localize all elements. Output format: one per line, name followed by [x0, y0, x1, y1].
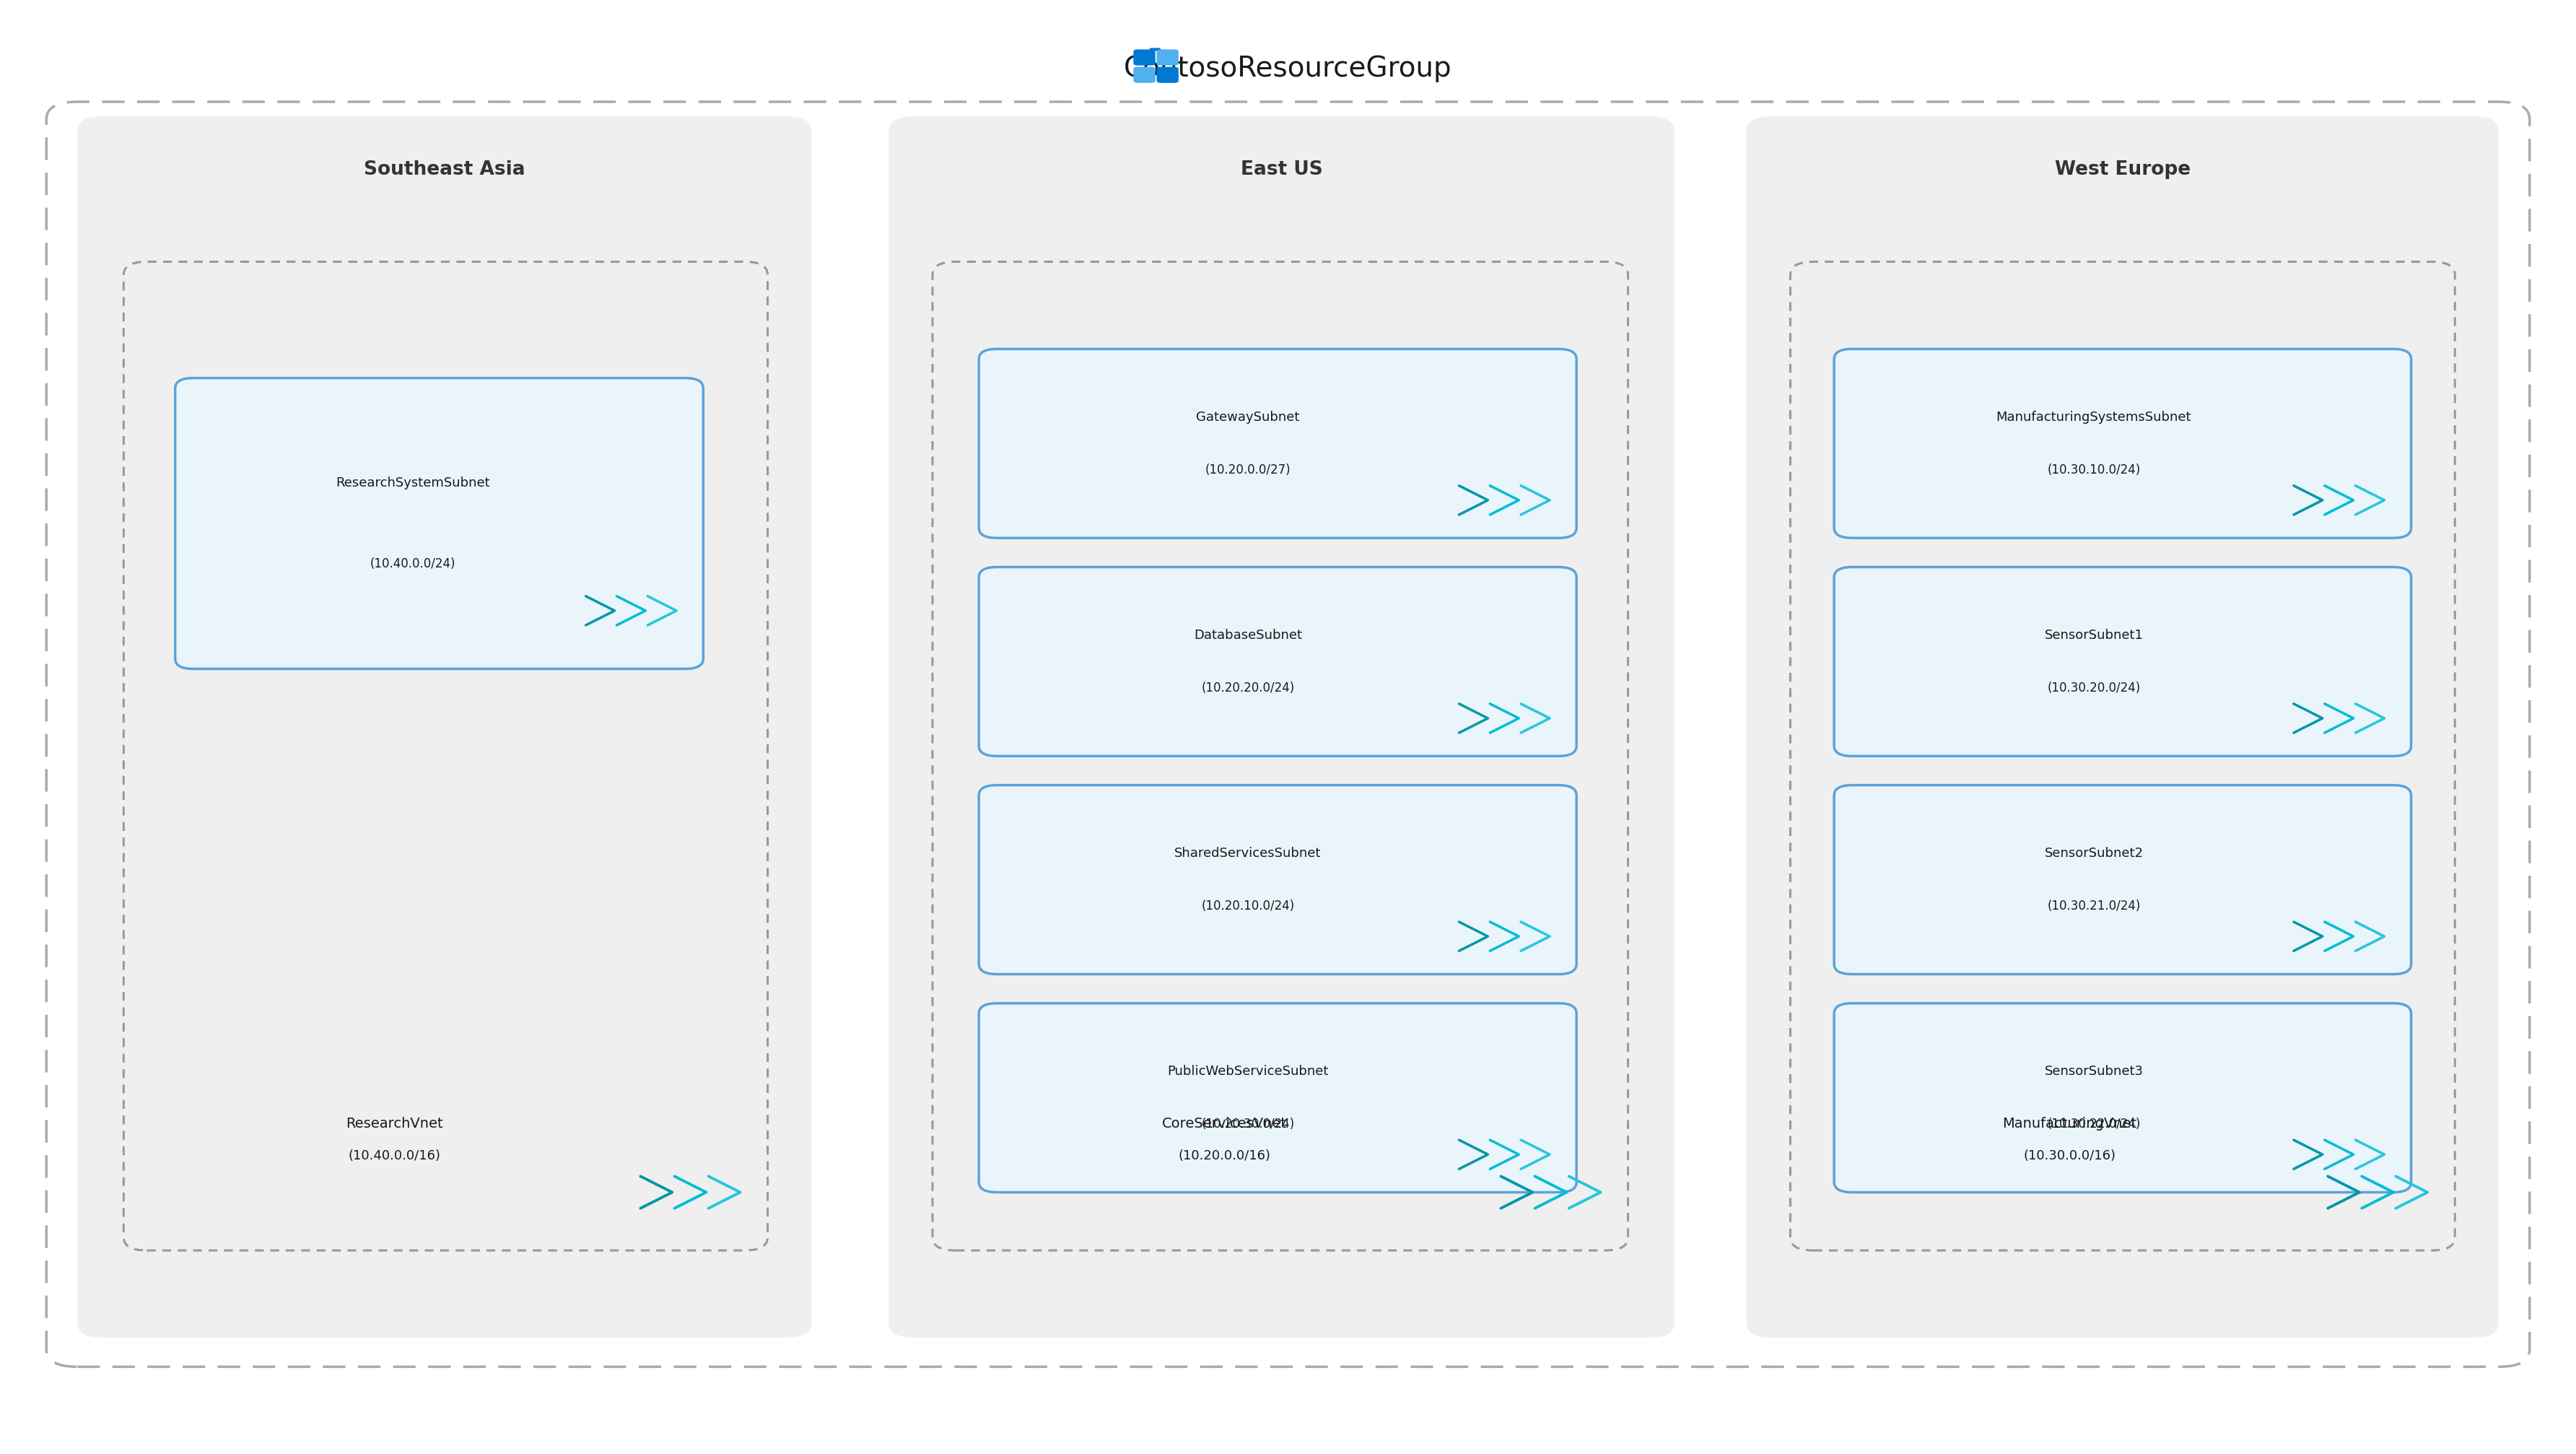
Text: (10.20.10.0/24): (10.20.10.0/24) — [1200, 900, 1296, 913]
Text: ManufacturingSystemsSubnet: ManufacturingSystemsSubnet — [1996, 410, 2192, 423]
Text: GatewaySubnet: GatewaySubnet — [1195, 410, 1298, 423]
Text: ManufacturingVnet: ManufacturingVnet — [2002, 1117, 2136, 1131]
Text: SensorSubnet1: SensorSubnet1 — [2045, 628, 2143, 641]
Text: West Europe: West Europe — [2056, 160, 2190, 179]
FancyBboxPatch shape — [889, 116, 1674, 1338]
Text: CoreServicesVnet: CoreServicesVnet — [1162, 1117, 1288, 1131]
Text: (10.30.10.0/24): (10.30.10.0/24) — [2048, 464, 2141, 477]
Text: (10.40.0.0/16): (10.40.0.0/16) — [348, 1150, 440, 1162]
FancyBboxPatch shape — [1834, 785, 2411, 974]
Text: SharedServicesSubnet: SharedServicesSubnet — [1175, 846, 1321, 859]
Text: SensorSubnet3: SensorSubnet3 — [2045, 1064, 2143, 1077]
Text: ResearchVnet: ResearchVnet — [345, 1117, 443, 1131]
Text: (10.20.0.0/27): (10.20.0.0/27) — [1206, 464, 1291, 477]
Text: (10.30.20.0/24): (10.30.20.0/24) — [2048, 682, 2141, 695]
FancyBboxPatch shape — [175, 378, 703, 669]
FancyBboxPatch shape — [979, 567, 1577, 756]
Text: (10.40.0.0/24): (10.40.0.0/24) — [371, 558, 456, 570]
FancyBboxPatch shape — [77, 116, 811, 1338]
Text: PublicWebServiceSubnet: PublicWebServiceSubnet — [1167, 1064, 1329, 1077]
Text: ContosoResourceGroup: ContosoResourceGroup — [1123, 55, 1453, 81]
Text: ResearchSystemSubnet: ResearchSystemSubnet — [335, 477, 489, 489]
FancyBboxPatch shape — [1133, 49, 1154, 65]
Text: SensorSubnet2: SensorSubnet2 — [2045, 846, 2143, 859]
FancyBboxPatch shape — [979, 1003, 1577, 1192]
FancyBboxPatch shape — [1133, 67, 1154, 83]
Text: (10.20.20.0/24): (10.20.20.0/24) — [1200, 682, 1296, 695]
Text: (10.20.0.0/16): (10.20.0.0/16) — [1177, 1150, 1270, 1162]
Text: (10.30.21.0/24): (10.30.21.0/24) — [2048, 900, 2141, 913]
FancyBboxPatch shape — [1157, 49, 1180, 65]
FancyBboxPatch shape — [1834, 567, 2411, 756]
Text: (10.30.22.0/24): (10.30.22.0/24) — [2048, 1118, 2141, 1131]
FancyBboxPatch shape — [1157, 67, 1180, 83]
FancyBboxPatch shape — [979, 785, 1577, 974]
Text: (10.20.30.0/24): (10.20.30.0/24) — [1200, 1118, 1296, 1131]
FancyBboxPatch shape — [1747, 116, 2499, 1338]
Text: East US: East US — [1242, 160, 1321, 179]
FancyBboxPatch shape — [1834, 1003, 2411, 1192]
FancyBboxPatch shape — [1834, 349, 2411, 538]
FancyBboxPatch shape — [979, 349, 1577, 538]
Text: (10.30.0.0/16): (10.30.0.0/16) — [2022, 1150, 2115, 1162]
Text: DatabaseSubnet: DatabaseSubnet — [1193, 628, 1301, 641]
Text: Southeast Asia: Southeast Asia — [363, 160, 526, 179]
